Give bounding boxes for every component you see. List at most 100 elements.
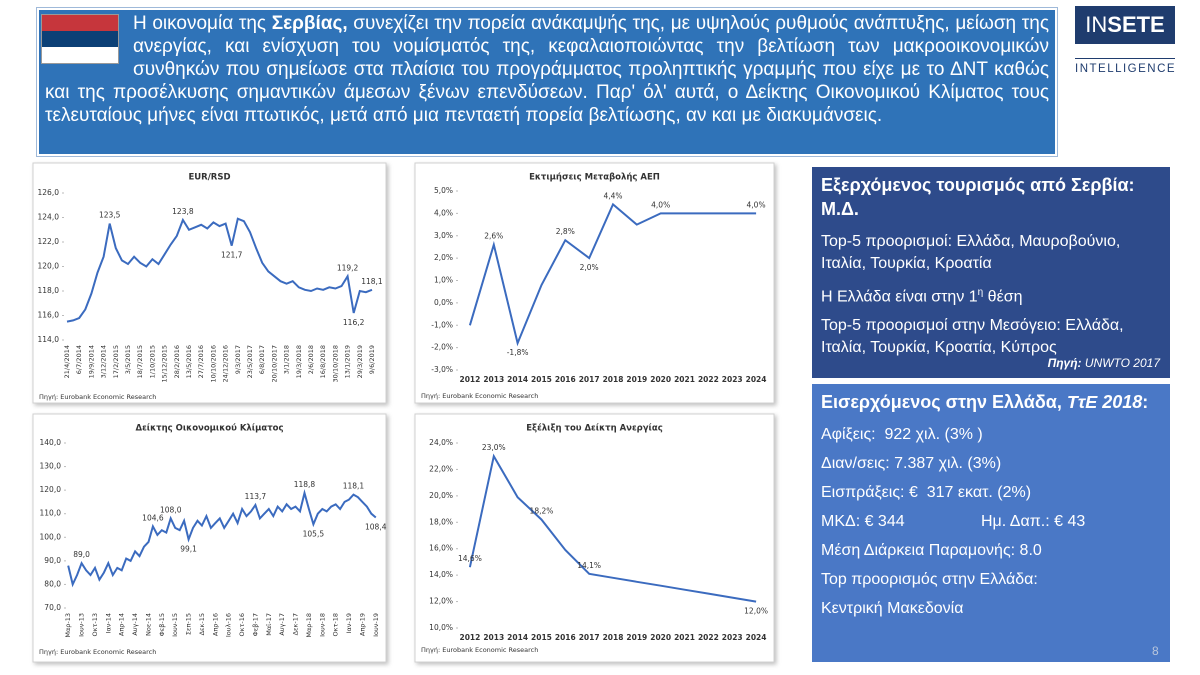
x-tick-label: 2022 bbox=[698, 633, 719, 642]
data-label: 105,5 bbox=[303, 529, 325, 538]
superscript: η bbox=[977, 287, 984, 298]
logo-text: IN bbox=[1085, 12, 1108, 37]
x-tick-label: 2013 bbox=[483, 633, 504, 642]
x-tick-label: 2019 bbox=[626, 633, 647, 642]
chart-source: Πηγή: Eurobank Economic Research bbox=[421, 392, 538, 400]
x-tick-label: 2017 bbox=[579, 375, 600, 384]
chart-frame bbox=[414, 162, 775, 404]
y-tick-label: 5,0% bbox=[434, 186, 453, 195]
y-tick-label: 126,0 bbox=[38, 188, 60, 197]
x-tick-label: Αυγ-17 bbox=[278, 613, 286, 636]
y-tick-label: 24,0% bbox=[429, 438, 453, 447]
header-bold: Σερβίας, bbox=[271, 13, 348, 34]
data-line bbox=[66, 217, 373, 323]
text: θέση bbox=[983, 288, 1023, 306]
y-tick-label: 120,0 bbox=[38, 262, 60, 271]
x-tick-label: 2013 bbox=[483, 375, 504, 384]
x-tick-label: 2/6/2018 bbox=[307, 345, 315, 374]
flag bbox=[41, 14, 119, 64]
panel-line: Διαν/σεις: 7.387 χιλ. (3%) bbox=[821, 455, 1002, 472]
logo-text: SETE bbox=[1107, 12, 1165, 37]
panel-line: Μέση Διάρκεια Παραμονής: 8.0 bbox=[821, 542, 1042, 559]
text: Εισερχόμενος στην Ελλάδα, bbox=[821, 392, 1067, 412]
panel-line: Top-5 προορισμοί στην Μεσόγειο: Ελλάδα, … bbox=[821, 317, 1124, 357]
data-line bbox=[468, 202, 757, 347]
x-tick-label: Οκτ-18 bbox=[332, 613, 340, 636]
header: Η οικονομία της Σερβίας, συνεχίζει την π… bbox=[37, 8, 1057, 156]
page-number: 8 bbox=[1152, 644, 1159, 658]
x-tick-label: 2020 bbox=[650, 375, 671, 384]
data-label: 18,2% bbox=[530, 507, 554, 516]
data-line bbox=[67, 489, 377, 588]
data-label: 123,5 bbox=[99, 211, 121, 220]
x-tick-label: Αυγ-14 bbox=[131, 613, 139, 636]
panel-line: ΜΚΔ: € 344 Ημ. Δαπ.: € 43 bbox=[821, 511, 1161, 533]
data-label: 4,0% bbox=[747, 200, 766, 209]
data-label: 119,2 bbox=[337, 263, 359, 272]
y-tick-label: 140,0 bbox=[40, 438, 62, 447]
y-tick-label: 124,0 bbox=[38, 213, 60, 222]
data-label: 12,0% bbox=[744, 607, 768, 616]
y-tick-label: 80,0 bbox=[44, 579, 61, 588]
x-tick-label: 2018 bbox=[603, 375, 624, 384]
text: : bbox=[1142, 392, 1149, 412]
x-tick-label: 13/1/2019 bbox=[344, 345, 352, 378]
x-tick-label: 2019 bbox=[626, 375, 647, 384]
y-tick-label: 12,0% bbox=[429, 597, 453, 606]
x-tick-label: Ιουλ-16 bbox=[225, 613, 233, 637]
x-tick-label: 27/7/2016 bbox=[197, 345, 205, 378]
x-tick-label: Ιουν-19 bbox=[372, 613, 380, 637]
data-label: 104,6 bbox=[142, 513, 164, 522]
panel-title: Εξερχόμενος τουρισμός από Σερβία: Μ.Δ. bbox=[821, 175, 1135, 219]
header-text: συνεχίζει την πορεία ανάκαμψής της, με υ… bbox=[45, 13, 1049, 126]
x-tick-label: 2014 bbox=[507, 375, 528, 384]
x-tick-label: 2020 bbox=[650, 633, 671, 642]
x-tick-label: 6/8/2017 bbox=[258, 345, 266, 374]
data-label: 118,8 bbox=[294, 480, 316, 489]
chart-source: Πηγή: Eurobank Economic Research bbox=[39, 648, 156, 656]
panel-line: Η Ελλάδα είναι στην 1η θέση bbox=[821, 282, 1161, 308]
data-label: 118,1 bbox=[361, 277, 383, 286]
x-tick-label: 28/2/2016 bbox=[173, 345, 181, 378]
x-tick-label: Οκτ-13 bbox=[91, 613, 99, 636]
logo-tagline: INTELLIGENCE bbox=[1075, 58, 1175, 75]
x-tick-label: 1/10/2015 bbox=[148, 345, 156, 378]
chart-frame bbox=[32, 413, 387, 663]
x-tick-label: Μαρ-13 bbox=[64, 613, 72, 638]
x-tick-label: 2017 bbox=[579, 633, 600, 642]
data-label: 2,6% bbox=[484, 232, 503, 241]
data-label: 113,7 bbox=[245, 492, 267, 501]
x-tick-label: 23/5/2017 bbox=[246, 345, 254, 378]
x-tick-label: Φεβ-17 bbox=[251, 613, 259, 636]
chart-frame bbox=[32, 162, 387, 404]
data-label: 118,1 bbox=[343, 482, 365, 491]
x-tick-label: 16/8/2018 bbox=[319, 345, 327, 378]
data-label: 121,7 bbox=[221, 251, 243, 260]
y-tick-label: 122,0 bbox=[38, 237, 60, 246]
chart-title: EUR/RSD bbox=[188, 173, 230, 183]
x-tick-label: 10/10/2016 bbox=[209, 345, 217, 382]
data-label: 108,0 bbox=[160, 505, 182, 514]
chart-source: Πηγή: Eurobank Economic Research bbox=[39, 393, 156, 401]
y-tick-label: 2,0% bbox=[434, 253, 453, 262]
data-label: 2,0% bbox=[580, 263, 599, 272]
text: UNWTO 2017 bbox=[1081, 356, 1160, 370]
x-tick-label: Δεκ-17 bbox=[292, 613, 300, 635]
chart-title: Εκτιμήσεις Μεταβολής ΑΕΠ bbox=[529, 173, 660, 183]
panel-line: Top προορισμός στην Ελλάδα: bbox=[821, 571, 1038, 588]
x-tick-label: 2014 bbox=[507, 633, 528, 642]
data-label: 99,1 bbox=[180, 544, 197, 553]
data-label: 123,8 bbox=[172, 207, 194, 216]
y-tick-label: 70,0 bbox=[44, 603, 61, 612]
x-tick-label: Απρ-14 bbox=[118, 613, 126, 636]
text: Η Ελλάδα είναι στην 1 bbox=[821, 288, 978, 306]
x-tick-label: Δεκ-15 bbox=[198, 613, 206, 635]
x-tick-label: 20/10/2017 bbox=[270, 345, 278, 382]
y-tick-label: 118,0 bbox=[38, 286, 60, 295]
x-tick-label: 2016 bbox=[555, 633, 576, 642]
y-tick-label: -1,0% bbox=[431, 320, 453, 329]
outbound-panel: Εξερχόμενος τουρισμός από Σερβία: Μ.Δ. T… bbox=[812, 167, 1170, 378]
y-tick-label: -3,0% bbox=[431, 365, 453, 374]
